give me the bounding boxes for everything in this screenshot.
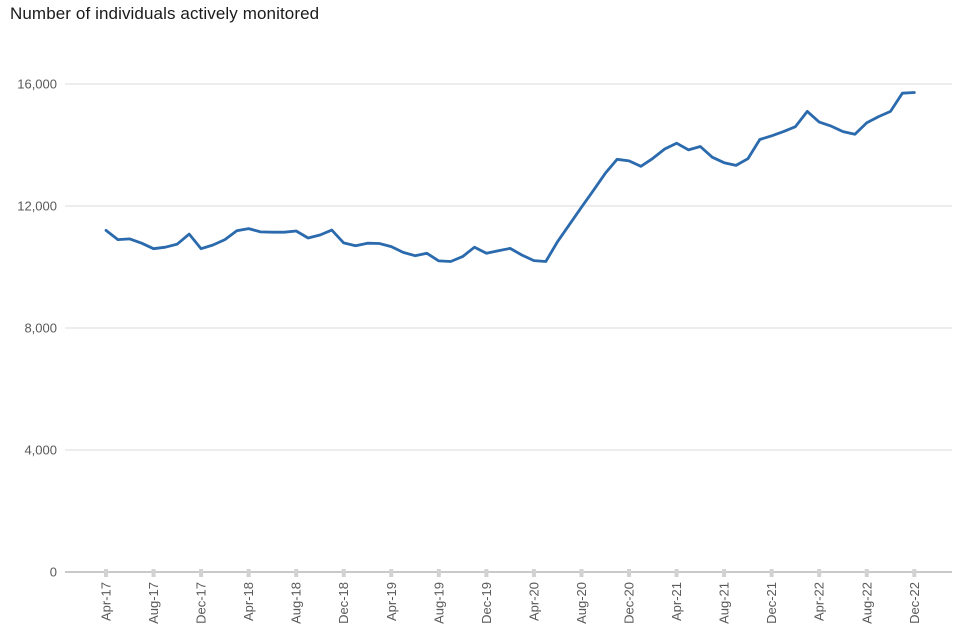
x-axis-tick-mark — [294, 569, 299, 577]
y-axis-tick-label: 12,000 — [17, 199, 57, 214]
x-axis-tick-label: Apr-20 — [526, 582, 541, 621]
x-axis-tick-mark — [627, 569, 632, 577]
x-axis-tick-mark — [436, 569, 441, 577]
x-axis-tick-mark — [769, 569, 774, 577]
x-axis-tick-mark — [199, 569, 204, 577]
x-axis-tick-label: Aug-18 — [289, 582, 304, 624]
x-axis-tick-label: Dec-21 — [764, 582, 779, 624]
x-axis-tick-label: Aug-19 — [431, 582, 446, 624]
series-line-individuals-monitored — [104, 91, 916, 263]
x-axis-tick-label: Apr-19 — [384, 582, 399, 621]
x-axis-tick-label: Apr-17 — [99, 582, 114, 621]
x-axis-tick-mark — [104, 569, 108, 577]
x-axis-tick-mark — [817, 569, 822, 577]
x-axis-tick-mark — [151, 569, 156, 577]
y-axis-tick-label: 8,000 — [24, 321, 57, 336]
x-axis-tick-mark — [674, 569, 679, 577]
x-axis-tick-mark — [389, 569, 394, 577]
x-axis-tick-label: Aug-17 — [146, 582, 161, 624]
x-axis-tick-mark — [341, 569, 346, 577]
x-axis-tick-label: Dec-20 — [622, 582, 637, 624]
x-axis-tick-label: Apr-21 — [669, 582, 684, 621]
x-axis-tick-mark — [579, 569, 584, 577]
x-axis-tick-label: Aug-20 — [574, 582, 589, 624]
x-axis-tick-label: Aug-22 — [859, 582, 874, 624]
x-axis-tick-mark — [864, 569, 869, 577]
x-axis-tick-label: Dec-17 — [194, 582, 209, 624]
x-axis-tick-label: Dec-18 — [336, 582, 351, 624]
x-axis-tick-label: Apr-18 — [241, 582, 256, 621]
x-axis-tick-label: Aug-21 — [717, 582, 732, 624]
x-axis-tick-mark — [246, 569, 251, 577]
y-axis-tick-label: 4,000 — [24, 443, 57, 458]
x-axis-tick-mark — [484, 569, 489, 577]
x-axis-tick-label: Dec-19 — [479, 582, 494, 624]
x-axis-tick-label: Apr-22 — [812, 582, 827, 621]
chart-title: Number of individuals actively monitored — [10, 4, 320, 23]
x-axis-tick-mark — [531, 569, 536, 577]
y-axis-tick-label: 0 — [50, 565, 57, 580]
y-axis-tick-label: 16,000 — [17, 77, 57, 92]
x-axis-tick-mark — [912, 569, 917, 577]
x-axis-tick-mark — [722, 569, 727, 577]
x-axis-tick-label: Dec-22 — [907, 582, 922, 624]
